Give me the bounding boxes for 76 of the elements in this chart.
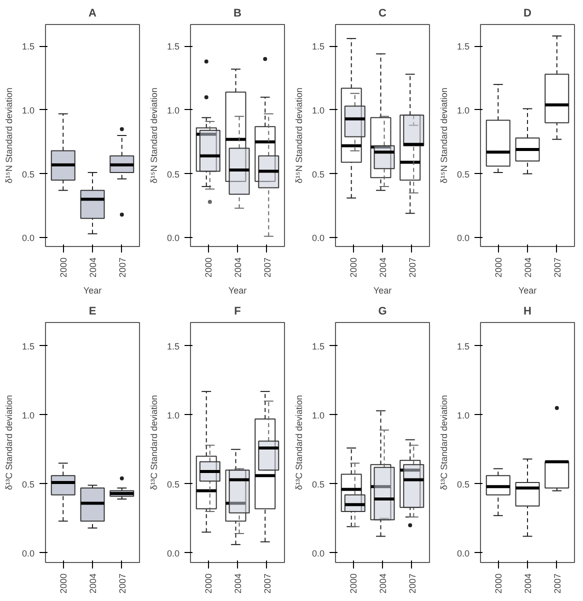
x-tick-label: 2000	[58, 257, 69, 278]
y-tick-label: 0.0	[456, 548, 470, 558]
chart-title: F	[234, 306, 242, 318]
x-tick-label: 2004	[523, 257, 533, 278]
x-tick-label: 2007	[117, 573, 128, 594]
x-tick-label: 2004	[88, 573, 98, 594]
y-tick-label: 1.5	[22, 42, 35, 52]
x-tick-label: 2004	[233, 257, 243, 278]
x-tick-label: 2007	[407, 573, 418, 594]
x-tick-label: 2004	[88, 257, 98, 278]
y-tick-label: 0.5	[456, 169, 470, 180]
y-axis-title: δ¹⁵N Standard deviation	[438, 88, 449, 184]
chart-title: H	[524, 306, 532, 318]
y-tick-label: 0.0	[166, 548, 180, 558]
x-tick-label: 2000	[348, 573, 359, 594]
x-axis-title: Year	[518, 286, 537, 296]
x-axis-title: Year	[373, 286, 392, 296]
x-tick-label: 2004	[523, 573, 533, 594]
y-tick-label: 1.5	[456, 341, 470, 352]
x-tick-label: 2004	[378, 573, 388, 594]
y-tick-label: 1.0	[166, 410, 180, 420]
y-axis-title: δ¹⁵N Standard deviation	[294, 88, 304, 184]
y-tick-label: 0.0	[166, 233, 180, 244]
y-tick-label: 0.5	[22, 479, 35, 490]
chart-title: E	[88, 306, 96, 318]
y-axis-title: δ¹³C Standard deviation	[4, 394, 14, 490]
x-axis-title: Year	[83, 286, 102, 296]
y-tick-label: 0.0	[312, 233, 325, 244]
x-tick-label: 2000	[348, 257, 359, 278]
x-tick-label: 2000	[494, 573, 504, 594]
chart-title: G	[378, 306, 387, 318]
y-tick-label: 0.0	[22, 548, 35, 558]
x-tick-label: 2004	[233, 573, 243, 594]
y-tick-label: 1.0	[166, 105, 180, 116]
x-tick-label: 2000	[494, 257, 504, 278]
chart-title: B	[234, 8, 242, 20]
x-tick-label: 2000	[204, 573, 214, 594]
y-tick-label: 1.5	[312, 341, 325, 352]
y-tick-label: 1.5	[312, 42, 325, 52]
y-tick-label: 0.0	[22, 233, 35, 244]
x-tick-label: 2007	[552, 257, 562, 278]
x-tick-label: 2007	[262, 257, 272, 278]
y-tick-label: 1.0	[312, 410, 325, 420]
y-tick-label: 0.5	[166, 169, 180, 180]
y-tick-label: 1.5	[456, 42, 470, 52]
chart-title: A	[88, 8, 97, 20]
x-tick-label: 2000	[58, 573, 69, 594]
y-tick-label: 0.5	[312, 479, 325, 490]
x-tick-label: 2007	[262, 573, 272, 594]
y-tick-label: 1.0	[22, 105, 35, 116]
y-tick-label: 0.5	[456, 479, 470, 490]
y-axis-title: δ¹³C Standard deviation	[438, 394, 449, 490]
y-tick-label: 0.0	[456, 233, 470, 244]
x-tick-label: 2007	[117, 257, 128, 278]
x-tick-label: 2007	[552, 573, 562, 594]
y-tick-label: 1.0	[22, 410, 35, 420]
y-axis-title: δ¹⁵N Standard deviation	[148, 88, 159, 184]
y-tick-label: 0.5	[22, 169, 35, 180]
y-tick-label: 1.0	[312, 105, 325, 116]
y-tick-label: 0.5	[312, 169, 325, 180]
y-tick-label: 1.5	[22, 341, 35, 352]
y-axis-title: δ¹⁵N Standard deviation	[4, 88, 14, 184]
y-axis-title: δ¹³C Standard deviation	[148, 394, 159, 490]
y-tick-label: 0.5	[166, 479, 180, 490]
chart-title: D	[524, 8, 532, 20]
x-tick-label: 2007	[407, 257, 418, 278]
x-tick-label: 2004	[378, 257, 388, 278]
y-tick-label: 1.0	[456, 410, 470, 420]
y-tick-label: 0.0	[312, 548, 325, 558]
y-axis-title: δ¹³C Standard deviation	[294, 394, 304, 490]
x-tick-label: 2000	[204, 257, 214, 278]
y-tick-label: 1.5	[166, 341, 180, 352]
chart-title: C	[378, 8, 387, 20]
y-tick-label: 1.0	[456, 105, 470, 116]
y-tick-label: 1.5	[166, 42, 180, 52]
x-axis-title: Year	[228, 286, 247, 296]
